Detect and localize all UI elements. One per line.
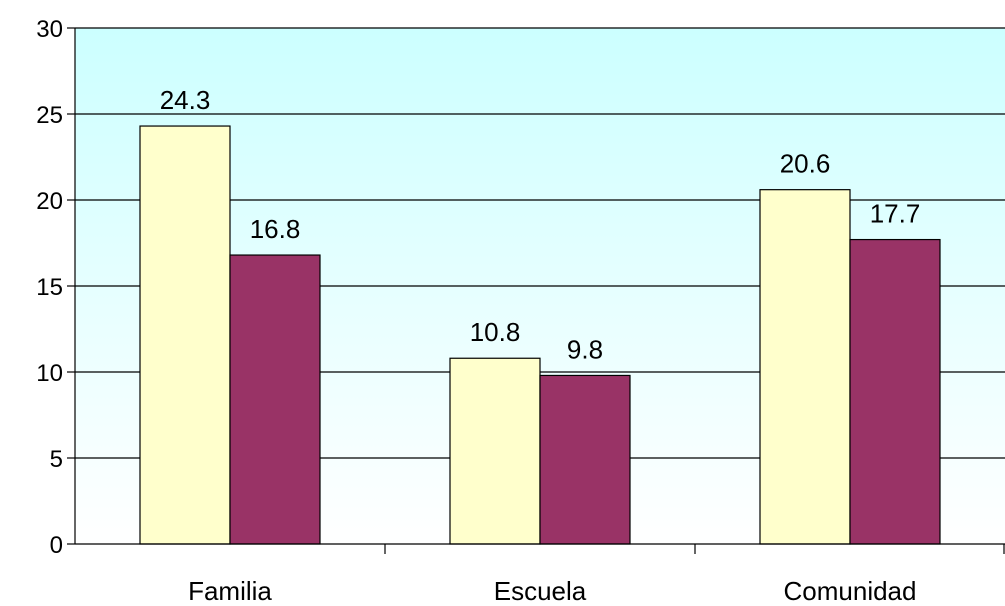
y-tick-label: 20: [36, 188, 63, 215]
data-label: 16.8: [250, 214, 301, 244]
data-label: 20.6: [780, 149, 831, 179]
category-label: Escuela: [494, 576, 587, 606]
y-tick-label: 5: [50, 446, 63, 473]
category-label: Familia: [188, 576, 272, 606]
bar-series-1-comunidad: [759, 189, 851, 545]
bar-series-1-escuela: [449, 357, 541, 545]
bar-series-1-familia: [139, 125, 231, 545]
data-label: 17.7: [870, 199, 921, 229]
data-label: 9.8: [567, 334, 603, 364]
data-label: 10.8: [470, 317, 521, 347]
bars: [139, 125, 941, 545]
axes: [67, 27, 1005, 554]
y-tick-label: 10: [36, 360, 63, 387]
labels: 0 5 10 15 20 25 30 Familia 24.3 16.8 Escuela 10.8 9.…: [36, 16, 920, 606]
bar-series-2-comunidad: [849, 238, 941, 545]
y-tick-label: 25: [36, 102, 63, 129]
bar-series-2-familia: [229, 254, 321, 545]
y-tick-label: 30: [36, 16, 63, 43]
category-label: Comunidad: [784, 576, 917, 606]
bar-series-2-escuela: [539, 374, 631, 545]
y-tick-label: 15: [36, 274, 63, 301]
data-label: 24.3: [160, 85, 211, 115]
y-tick-label: 0: [50, 532, 63, 559]
